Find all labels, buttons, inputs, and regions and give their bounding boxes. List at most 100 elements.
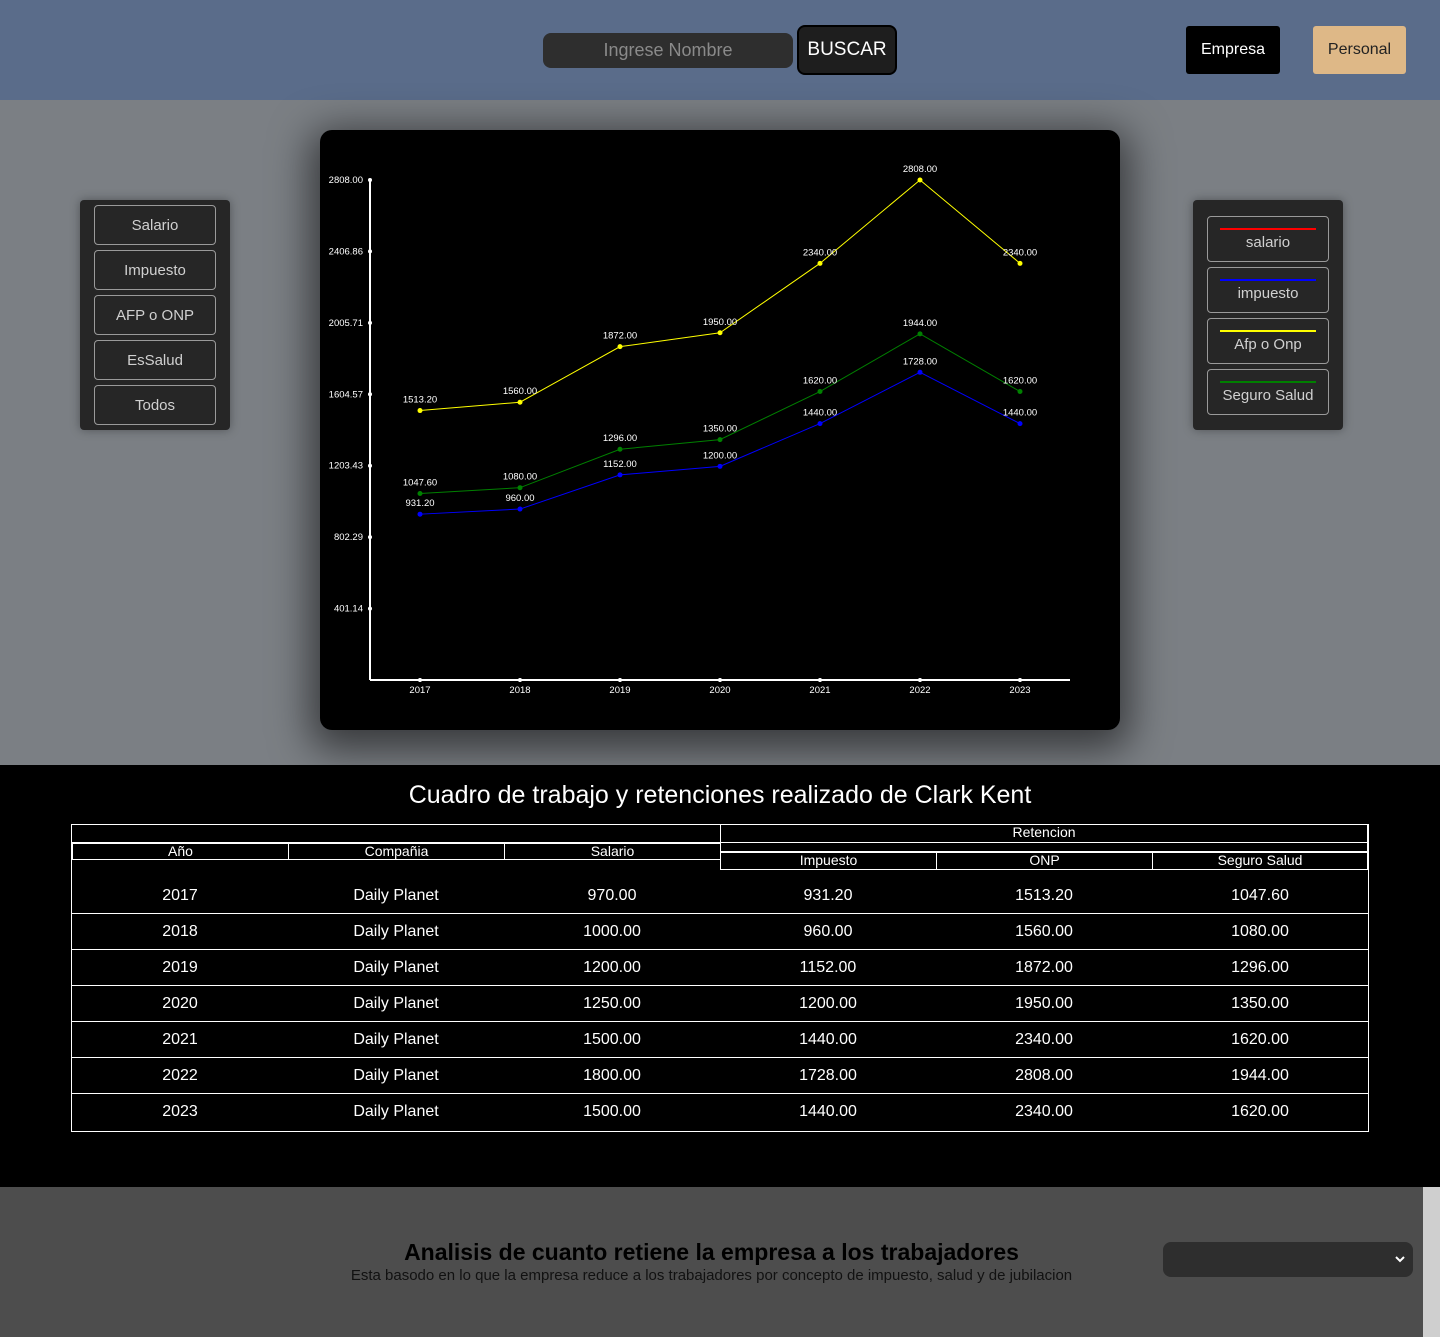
table-cell-anio: 2018 (162, 923, 198, 940)
data-label: 1728.00 (903, 356, 937, 367)
data-point (717, 330, 723, 336)
table-header-retencion: Retencion (720, 824, 1368, 843)
retention-table-section: Cuadro de trabajo y retenciones realizad… (0, 765, 1440, 1187)
table-cell-compania: Daily Planet (353, 959, 439, 976)
row-divider (72, 913, 1368, 914)
table-cell-onp: 1872.00 (1015, 959, 1073, 976)
table-cell-salario: 1250.00 (583, 995, 641, 1012)
x-tick (518, 678, 522, 682)
table-cell-seguro-salud: 1944.00 (1231, 1067, 1289, 1084)
legend-salario-button[interactable]: salario (1207, 216, 1329, 262)
table-cell-onp: 2808.00 (1015, 1067, 1073, 1084)
data-label: 1350.00 (703, 424, 737, 435)
table-cell-compania: Daily Planet (353, 1031, 439, 1048)
table-cell-compania: Daily Planet (353, 923, 439, 940)
y-tick-label: 2808.00 (329, 175, 363, 186)
x-tick (918, 678, 922, 682)
analysis-select[interactable] (1163, 1242, 1413, 1277)
row-divider (72, 985, 1368, 986)
line-chart: 401.14 802.29 1203.43 1604.57 2005.71 2406.86… (320, 130, 1120, 730)
table-cell-impuesto: 1440.00 (799, 1103, 857, 1120)
data-point (417, 408, 423, 414)
x-tick-label: 2022 (909, 685, 930, 696)
chevron-down-icon (1395, 1256, 1405, 1263)
data-label: 960.00 (505, 493, 534, 504)
data-label: 1440.00 (1003, 408, 1037, 419)
table-row: 2018 Daily Planet 1000.00 960.00 1560.00 1080… (72, 914, 1368, 950)
legend-afp-onp-line (1220, 330, 1316, 332)
y-tick-label: 401.14 (334, 604, 363, 615)
table-cell-salario: 1800.00 (583, 1067, 641, 1084)
data-point (517, 506, 523, 512)
table-cell-impuesto: 1200.00 (799, 995, 857, 1012)
analysis-subtitle: Esta basodo en lo que la empresa reduce … (350, 1267, 1073, 1284)
data-label: 1944.00 (903, 318, 937, 329)
data-point (617, 446, 623, 452)
data-label: 1080.00 (503, 472, 537, 483)
x-tick-label: 2017 (409, 685, 430, 696)
table-cell-salario: 970.00 (587, 887, 637, 904)
y-tick (368, 249, 372, 254)
data-point (517, 485, 523, 491)
row-divider (72, 1057, 1368, 1058)
y-tick-label: 1203.43 (329, 461, 363, 472)
personal-button[interactable]: Personal (1313, 26, 1406, 74)
table-cell-impuesto: 931.20 (803, 887, 853, 904)
filter-afp-onp-button[interactable]: AFP o ONP (94, 295, 216, 335)
x-tick (818, 678, 822, 682)
data-point (417, 490, 423, 496)
filter-panel: Salario Impuesto AFP o ONP EsSalud Todos (80, 200, 230, 430)
y-tick-label: 2406.86 (329, 246, 363, 257)
filter-todos-button[interactable]: Todos (94, 385, 216, 425)
table-cell-seguro-salud: 1620.00 (1231, 1031, 1289, 1048)
data-label: 1950.00 (703, 317, 737, 328)
table-cell-seguro-salud: 1620.00 (1231, 1103, 1289, 1120)
page-scrollbar[interactable] (1423, 1187, 1440, 1337)
search-button[interactable]: BUSCAR (797, 25, 897, 75)
table-cell-impuesto: 1728.00 (799, 1067, 857, 1084)
legend-seguro-salud-button[interactable]: Seguro Salud (1207, 369, 1329, 415)
data-point (1017, 260, 1023, 266)
data-point (1017, 389, 1023, 395)
filter-salario-button[interactable]: Salario (94, 205, 216, 245)
filter-impuesto-button[interactable]: Impuesto (94, 250, 216, 290)
table-cell-seguro-salud: 1080.00 (1231, 923, 1289, 940)
y-tick (368, 392, 372, 397)
table-cell-anio: 2022 (162, 1067, 198, 1084)
data-point (1017, 421, 1023, 427)
data-point (817, 421, 823, 427)
row-divider (72, 949, 1368, 950)
x-tick (718, 678, 722, 682)
legend-afp-onp-button[interactable]: Afp o Onp (1207, 318, 1329, 364)
legend-impuesto-button[interactable]: impuesto (1207, 267, 1329, 313)
legend-seguro-salud-line (1220, 381, 1316, 383)
analysis-title: Analisis de cuanto retiene la empresa a … (404, 1239, 1019, 1265)
table-cell-compania: Daily Planet (353, 1103, 439, 1120)
x-tick-label: 2018 (509, 685, 530, 696)
table-header-salario: Salario (504, 843, 721, 860)
chart-svg: 401.14 802.29 1203.43 1604.57 2005.71 2406.86… (329, 164, 1070, 696)
search-input[interactable] (543, 33, 793, 68)
table-row: 2017 Daily Planet 970.00 931.20 1513.20 1047.… (72, 878, 1368, 914)
table-cell-onp: 1950.00 (1015, 995, 1073, 1012)
data-point (817, 260, 823, 266)
x-tick-label: 2019 (609, 685, 630, 696)
data-label: 1440.00 (803, 408, 837, 419)
table-cell-salario: 1000.00 (583, 923, 641, 940)
data-label: 1560.00 (503, 386, 537, 397)
data-point (617, 472, 623, 478)
y-tick (368, 178, 372, 182)
data-point (617, 344, 623, 350)
data-label: 1152.00 (603, 459, 637, 470)
table-cell-onp: 2340.00 (1015, 1031, 1073, 1048)
table-row: 2020 Daily Planet 1250.00 1200.00 1950.00 135… (72, 986, 1368, 1022)
table-row: 2023 Daily Planet 1500.00 1440.00 2340.00 162… (72, 1094, 1368, 1130)
table-header-seguro-salud: Seguro Salud (1152, 852, 1368, 870)
empresa-button[interactable]: Empresa (1186, 26, 1280, 74)
data-label: 1296.00 (603, 433, 637, 444)
table-row: 2019 Daily Planet 1200.00 1152.00 1872.00 129… (72, 950, 1368, 986)
data-label: 931.20 (405, 498, 434, 509)
table-cell-seguro-salud: 1047.60 (1231, 887, 1289, 904)
data-label: 2808.00 (903, 164, 937, 175)
filter-essalud-button[interactable]: EsSalud (94, 340, 216, 380)
